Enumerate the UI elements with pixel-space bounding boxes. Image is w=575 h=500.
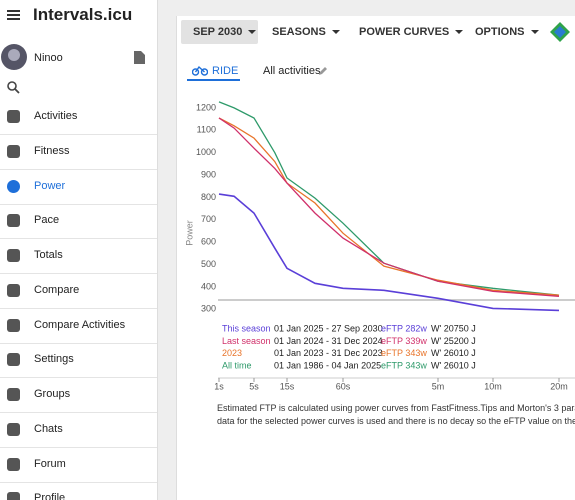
x-tick-label: 15s (280, 381, 295, 391)
y-tick-label: 900 (201, 169, 216, 179)
x-tick-label: 5m (432, 381, 445, 391)
nav-label: Totals (34, 249, 63, 261)
nav-item[interactable]: Totals (0, 239, 157, 274)
nav-item[interactable]: Pace (0, 204, 157, 239)
nav-icon (7, 319, 20, 332)
nav-icon (7, 492, 20, 500)
nav-item[interactable]: Power (0, 170, 157, 205)
y-tick-label: 500 (201, 259, 216, 269)
nav-label: Fitness (34, 145, 70, 157)
legend-name: Last season (222, 336, 271, 346)
avatar[interactable] (1, 44, 27, 70)
footnote: Estimated FTP is calculated using power … (217, 403, 575, 413)
nav-icon (7, 180, 20, 193)
nav-icon (7, 110, 20, 123)
nav-icon (7, 353, 20, 366)
y-tick-label: 400 (201, 281, 216, 291)
y-tick-label: 300 (201, 304, 216, 314)
bike-icon (192, 65, 208, 76)
nav-item[interactable]: Activities (0, 100, 157, 135)
legend-range: 01 Jan 1986 - 04 Jan 2025 (274, 361, 381, 371)
x-tick-label: 10m (484, 381, 502, 391)
nav-item[interactable]: Compare Activities (0, 309, 157, 344)
nav-label: Pace (34, 214, 60, 226)
x-tick-label: 20m (550, 381, 568, 391)
y-tick-label: 1100 (197, 125, 216, 135)
nav-label: Activities (34, 110, 78, 122)
nav-icon (7, 423, 20, 436)
legend-eftp: eFTP 339w (381, 336, 427, 346)
legend-range: 01 Jan 2025 - 27 Sep 2030 (274, 323, 383, 333)
y-tick-label: 600 (201, 237, 216, 247)
nav-label: Chats (34, 423, 63, 435)
nav-item[interactable]: Forum (0, 448, 157, 483)
nav-item[interactable]: Fitness (0, 135, 157, 170)
legend-name: This season (222, 323, 271, 333)
logo[interactable] (550, 22, 570, 42)
nav-item[interactable]: Compare (0, 274, 157, 309)
nav-label: Profile (34, 492, 66, 500)
y-axis-label: Power (184, 220, 194, 246)
legend-name: All time (222, 361, 252, 371)
legend-wprime: W' 25200 J (431, 336, 476, 346)
toolbar-button[interactable]: SEASONS (272, 20, 340, 44)
series-line (218, 193, 560, 312)
toolbar-button[interactable]: SEP 2030 (193, 20, 256, 44)
nav-icon (7, 388, 20, 401)
toolbar-button[interactable]: OPTIONS (475, 20, 539, 44)
legend-wprime: W' 26010 J (431, 348, 476, 358)
y-tick-label: 1000 (196, 147, 216, 157)
nav-item[interactable]: Groups (0, 378, 157, 413)
legend-eftp: eFTP 343w (381, 361, 427, 371)
legend-wprime: W' 26010 J (431, 361, 476, 371)
series-line (218, 101, 560, 296)
search-icon[interactable] (7, 81, 20, 94)
user-name[interactable]: Ninoo (34, 52, 63, 64)
nav-icon (7, 458, 20, 471)
legend-range: 01 Jan 2024 - 31 Dec 2024 (274, 336, 383, 346)
edit-icon[interactable] (319, 67, 327, 75)
x-tick-label: 60s (336, 381, 351, 391)
legend-name: 2023 (222, 348, 242, 358)
nav-icon (7, 214, 20, 227)
series-line (218, 117, 560, 297)
y-tick-label: 1200 (196, 102, 216, 112)
y-tick-label: 700 (201, 214, 216, 224)
menu-icon[interactable] (7, 9, 20, 21)
legend-eftp: eFTP 343w (381, 348, 427, 358)
chart: 300 400 500 600 700 800 900 1000 1100 1200 Power 1s… (184, 101, 575, 391)
app-title[interactable]: Intervals.icu (33, 5, 133, 24)
tab-underline (187, 79, 240, 81)
legend-range: 01 Jan 2023 - 31 Dec 2023 (274, 348, 383, 358)
nav-item[interactable]: Profile (0, 482, 157, 500)
nav-label: Forum (34, 458, 66, 470)
nav-item[interactable]: Chats (0, 413, 157, 448)
toolbar-button[interactable]: POWER CURVES (359, 20, 463, 44)
nav-label: Groups (34, 388, 71, 400)
sport-tab[interactable]: RIDE (212, 65, 239, 77)
legend-eftp: eFTP 282w (381, 323, 427, 333)
nav-label: Compare (34, 284, 80, 296)
filter[interactable]: All activities (263, 65, 321, 77)
footnote: data for the selected power curves is us… (217, 416, 575, 426)
nav-icon (7, 145, 20, 158)
x-tick-label: 5s (249, 381, 259, 391)
nav-label: Compare Activities (34, 319, 126, 331)
y-tick-label: 800 (201, 192, 216, 202)
notes-icon[interactable] (134, 51, 145, 64)
nav-label: Power (34, 180, 66, 192)
nav-icon (7, 249, 20, 262)
nav-item[interactable]: Settings (0, 343, 157, 378)
series-line (218, 117, 560, 296)
nav-icon (7, 284, 20, 297)
x-tick-label: 1s (214, 381, 224, 391)
legend-wprime: W' 20750 J (431, 323, 476, 333)
nav-label: Settings (34, 353, 74, 365)
sidebar: Intervals.icu Ninoo Activities Fitness Pow… (0, 0, 158, 500)
